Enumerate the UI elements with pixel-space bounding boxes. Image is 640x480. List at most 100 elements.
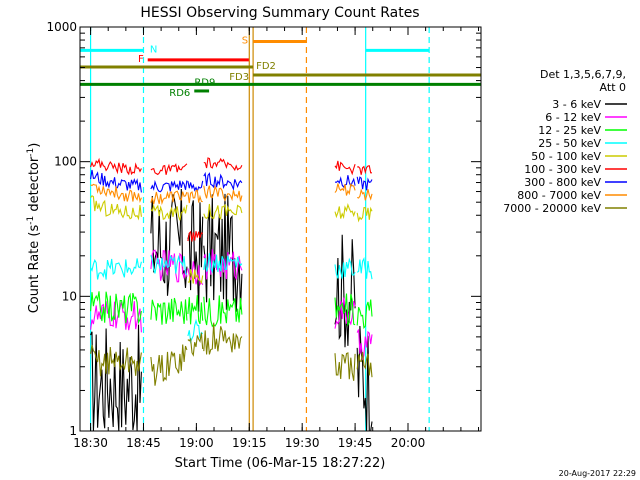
series-trace xyxy=(187,332,204,357)
series-trace xyxy=(356,329,373,360)
y-axis-label-mid: detector xyxy=(27,156,42,216)
flag-label-rd9: RD9 xyxy=(194,77,215,88)
series-trace xyxy=(90,324,142,432)
series-trace xyxy=(203,322,243,355)
series-trace xyxy=(356,257,373,280)
y-tick-label: 100 xyxy=(54,155,77,169)
series-trace xyxy=(334,293,356,327)
y-tick-label: 1 xyxy=(69,424,77,438)
legend-label: 800 - 7000 keV xyxy=(517,189,601,202)
series-6-12-kev xyxy=(90,249,373,360)
x-axis-label: Start Time (06-Mar-15 18:27:22) xyxy=(175,456,386,471)
series-trace xyxy=(187,261,204,287)
series-trace xyxy=(187,180,204,194)
flag-label-fd2: FD2 xyxy=(256,61,276,72)
series-trace xyxy=(334,160,356,176)
series-3-6-kev xyxy=(90,188,373,432)
series-trace xyxy=(357,188,373,201)
series-800-7000-kev xyxy=(90,183,373,206)
legend-label: 12 - 25 keV xyxy=(538,124,601,137)
series-trace xyxy=(150,179,188,193)
series-trace xyxy=(150,249,188,283)
x-axis-ticks: 18:30 18:45 19:00 19:15 19:30 19:45 20:00 xyxy=(73,27,480,450)
series-trace xyxy=(150,297,188,325)
series-50-100-kev xyxy=(90,195,373,285)
y-axis-ticks: 1 10 100 1000 xyxy=(46,20,481,438)
series-trace xyxy=(203,203,243,221)
date-stamp: 20-Aug-2017 22:29 xyxy=(559,469,636,478)
chart-title: HESSI Observing Summary Count Rates xyxy=(140,5,419,21)
y-axis-label-sup2: -1 xyxy=(26,148,36,157)
x-tick-label: 20:00 xyxy=(391,436,426,450)
series-trace xyxy=(203,184,243,202)
y-axis-label-main: Count Rate (s xyxy=(27,225,42,314)
plot-border xyxy=(79,26,482,432)
series-trace xyxy=(203,157,243,172)
flag-label-n: N xyxy=(150,44,157,55)
series-trace xyxy=(90,258,142,280)
series-25-50-kev xyxy=(90,253,373,344)
series-7000-20000-kev xyxy=(90,322,373,386)
series-trace xyxy=(90,301,142,333)
series-trace xyxy=(90,195,142,221)
series-trace xyxy=(150,344,188,386)
legend-label: 50 - 100 keV xyxy=(531,150,601,163)
y-tick-label: 10 xyxy=(62,289,77,303)
legend-label: 100 - 300 keV xyxy=(524,163,601,176)
flag-label-fd3: FD3 xyxy=(229,72,249,83)
series-trace xyxy=(356,299,373,329)
series-trace xyxy=(334,257,356,279)
series-trace xyxy=(90,183,142,204)
plot-data-layer: NF S FD2 FD3 RD9 RD6 xyxy=(80,27,481,432)
series-trace xyxy=(90,344,142,377)
flag-label-f: F xyxy=(138,54,144,65)
plot-frame xyxy=(79,26,482,432)
series-12-25-kev xyxy=(90,291,373,329)
series-trace xyxy=(203,295,243,328)
x-tick-label: 18:45 xyxy=(126,436,161,450)
x-tick-label: 19:00 xyxy=(179,436,214,450)
series-trace xyxy=(187,230,203,242)
series-300-800-kev xyxy=(90,169,373,194)
series-trace xyxy=(187,295,204,325)
series-trace xyxy=(203,253,243,274)
legend-label: 300 - 800 keV xyxy=(524,176,601,189)
flag-label-rd6: RD6 xyxy=(169,88,190,99)
series-trace xyxy=(334,203,356,220)
series-trace xyxy=(187,200,204,312)
legend-header-detectors: Det 1,3,5,6,7,9, xyxy=(540,68,626,81)
legend-label: 3 - 6 keV xyxy=(552,98,601,111)
x-tick-label: 19:45 xyxy=(338,436,373,450)
series-trace xyxy=(150,188,188,296)
svg-text:Count Rate (s-1 detector-1): Count Rate (s-1 detector-1) xyxy=(26,143,42,314)
series-trace xyxy=(357,165,372,175)
series-trace xyxy=(150,254,188,276)
series-100-300-kev xyxy=(90,157,372,242)
legend-label: 25 - 50 keV xyxy=(538,137,601,150)
y-axis-label: Count Rate (s-1 detector-1) xyxy=(26,143,42,314)
x-tick-label: 19:30 xyxy=(285,436,320,450)
y-tick-label: 1000 xyxy=(46,20,77,34)
series-trace xyxy=(334,352,356,381)
legend-header-attenuator: Att 0 xyxy=(600,81,626,94)
series-trace xyxy=(187,269,204,285)
x-tick-label: 18:30 xyxy=(73,436,108,450)
series-trace xyxy=(356,351,373,378)
series-trace xyxy=(187,189,203,204)
series-trace xyxy=(356,206,373,223)
series-trace xyxy=(203,171,243,192)
series-trace xyxy=(90,157,142,176)
legend-label: 7000 - 20000 keV xyxy=(503,202,601,215)
series-trace xyxy=(150,190,188,206)
flag-label-s: S xyxy=(242,36,248,47)
legend-label: 6 - 12 keV xyxy=(545,111,601,124)
y-axis-label-sup1: -1 xyxy=(26,216,36,225)
x-tick-label: 19:15 xyxy=(232,436,267,450)
series-trace xyxy=(150,163,188,176)
series-trace xyxy=(334,183,356,196)
series-trace xyxy=(90,291,142,325)
y-axis-label-end: ) xyxy=(27,143,42,148)
series-trace xyxy=(356,176,373,191)
